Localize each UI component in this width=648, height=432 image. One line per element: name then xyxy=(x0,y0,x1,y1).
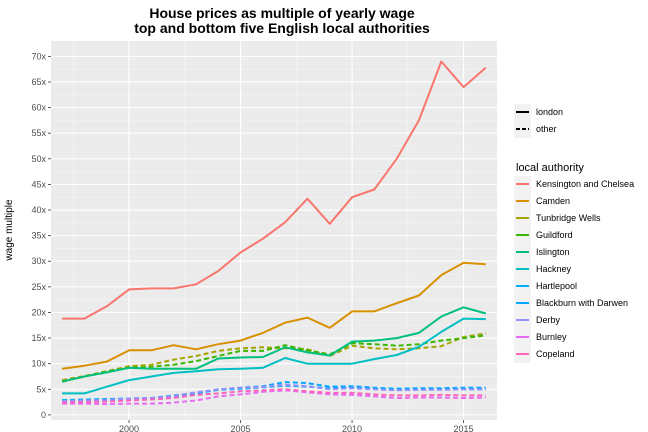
linetype-legend: london other xyxy=(514,104,563,138)
x-axis: 2000 2005 2010 2015 xyxy=(119,420,474,432)
series-line xyxy=(62,381,486,403)
y-axis-label: wage multiple xyxy=(4,199,15,262)
x-tick-label: 2005 xyxy=(231,424,251,432)
y-tick-label: 70x xyxy=(31,51,46,61)
chart-title: House prices as multiple of yearly wage xyxy=(149,5,415,21)
legend-entry-label: Tunbridge Wells xyxy=(536,213,601,223)
y-tick-label: 30x xyxy=(31,256,46,266)
legend-entry-label: Derby xyxy=(536,315,561,325)
color-legend: Kensington and Chelsea Camden Tunbridge We… xyxy=(514,176,634,363)
y-tick-label: 15x xyxy=(31,333,46,343)
legend-entry-label: Hackney xyxy=(536,264,572,274)
y-tick-label: 25x xyxy=(31,282,46,292)
y-tick-label: 10x xyxy=(31,359,46,369)
series-line xyxy=(62,317,486,395)
y-tick-label: 40x xyxy=(31,205,46,215)
minor-gridlines xyxy=(51,41,497,420)
legend-entry-label: Burnley xyxy=(536,332,567,342)
series-lines xyxy=(61,60,487,406)
series-line xyxy=(62,389,486,406)
y-tick-label: 45x xyxy=(31,179,46,189)
series-line xyxy=(61,306,487,383)
y-tick-label: 20x xyxy=(31,307,46,317)
series-line xyxy=(62,60,487,320)
series-line xyxy=(61,332,486,382)
series-line xyxy=(62,383,486,403)
color-legend-title: local authority xyxy=(516,162,584,174)
y-tick-label: 35x xyxy=(31,231,46,241)
legend-entry-label: Islington xyxy=(536,247,570,257)
legend-entry-label: Camden xyxy=(536,196,570,206)
y-tick-label: 50x xyxy=(31,154,46,164)
y-axis: 0 5x 10x 15x 20x 25x 30x 35x 40x 45x 50x 55x 60x 65x 7… xyxy=(31,51,51,420)
chart-subtitle: top and bottom five English local author… xyxy=(134,20,430,36)
legend-entry-label: london xyxy=(536,107,563,117)
x-tick-label: 2015 xyxy=(454,424,474,432)
y-tick-label: 65x xyxy=(31,77,46,87)
legend-entry-label: other xyxy=(536,124,557,134)
x-tick-label: 2010 xyxy=(342,424,362,432)
y-tick-label: 5x xyxy=(36,384,46,394)
series-line xyxy=(61,261,486,370)
y-tick-label: 60x xyxy=(31,103,46,113)
series-line xyxy=(62,388,486,404)
y-tick-label: 55x xyxy=(31,128,46,138)
x-tick-label: 2000 xyxy=(119,424,139,432)
legend-entry-label: Kensington and Chelsea xyxy=(536,179,634,189)
y-tick-label: 0 xyxy=(41,410,46,420)
legend-entry-label: Hartlepool xyxy=(536,281,577,291)
legend-entry-label: Guildford xyxy=(536,230,573,240)
legend-entry-label: Blackburn with Darwen xyxy=(536,298,628,308)
legend-entry-label: Copeland xyxy=(536,349,575,359)
